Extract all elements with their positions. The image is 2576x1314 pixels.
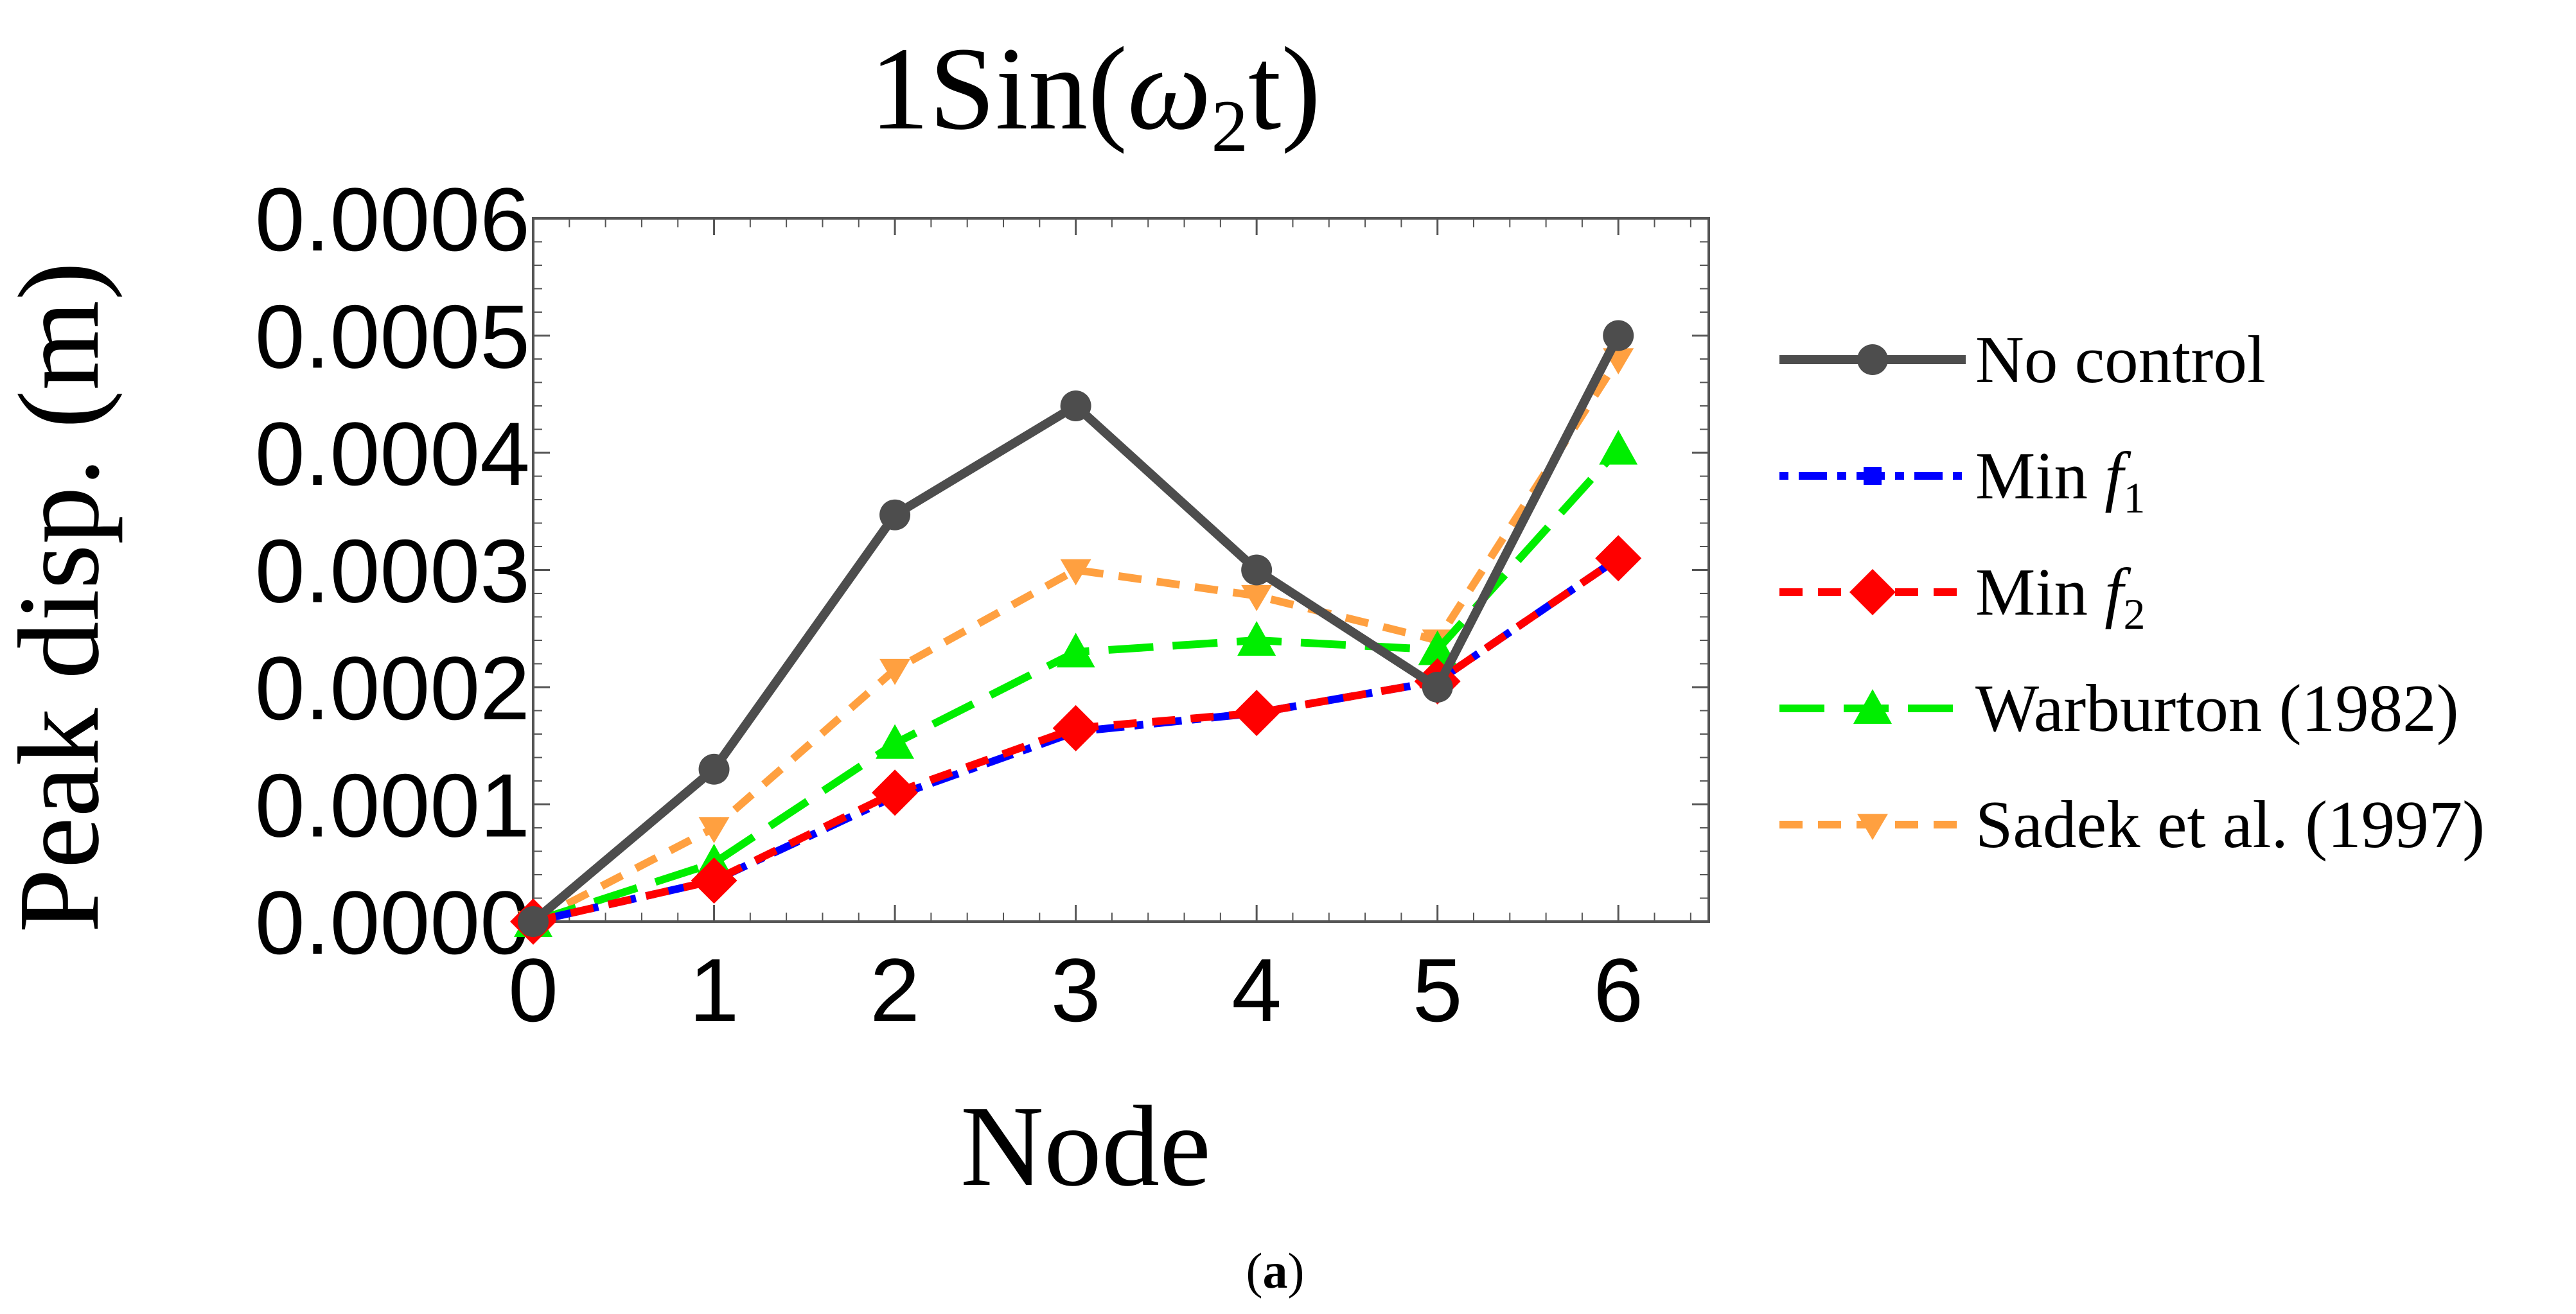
data-point bbox=[1599, 430, 1638, 465]
series-layer bbox=[510, 320, 1642, 945]
x-tick-label: 6 bbox=[1593, 940, 1643, 1040]
data-point bbox=[1418, 630, 1457, 665]
data-point bbox=[1060, 390, 1091, 421]
y-tick-label: 0.0005 bbox=[255, 286, 530, 387]
legend-label-text: Min bbox=[1975, 438, 2104, 513]
legend-entry: Min f1 bbox=[1779, 438, 2145, 522]
title-omega: ω bbox=[1127, 23, 1212, 155]
data-point bbox=[698, 753, 730, 785]
legend-label-text: Min bbox=[1975, 554, 2104, 629]
data-point bbox=[1056, 633, 1095, 668]
data-point bbox=[1241, 554, 1273, 586]
series-warburton-1982- bbox=[514, 430, 1638, 937]
legend-marker bbox=[1849, 569, 1896, 615]
data-point bbox=[879, 499, 911, 530]
legend-entry: Warburton (1982) bbox=[1779, 670, 2459, 746]
legend-label-sub: 1 bbox=[2123, 473, 2145, 522]
data-point bbox=[1422, 672, 1453, 703]
legend-entry: Sadek et al. (1997) bbox=[1779, 787, 2485, 862]
x-tick-label: 0 bbox=[508, 940, 558, 1040]
y-tick-label: 0.0002 bbox=[255, 638, 530, 739]
x-tick-labels: 0 1 2 3 4 5 6 bbox=[508, 940, 1643, 1040]
plot-frame bbox=[532, 217, 1710, 923]
y-tick-label: 0.0006 bbox=[255, 169, 530, 270]
y-tick-label: 0.0003 bbox=[255, 521, 530, 622]
data-point bbox=[876, 724, 915, 759]
data-point bbox=[1241, 584, 1273, 611]
title-end: t) bbox=[1248, 23, 1321, 155]
legend-label-text: No control bbox=[1975, 322, 2266, 397]
data-point bbox=[1595, 535, 1642, 582]
legend-label: Sadek et al. (1997) bbox=[1975, 787, 2485, 862]
legend-label: No control bbox=[1975, 322, 2266, 397]
data-point bbox=[1052, 705, 1099, 751]
title-base: 1Sin( bbox=[870, 23, 1127, 155]
data-point bbox=[691, 857, 737, 904]
legend-marker bbox=[1864, 467, 1882, 485]
legend-label: Min f2 bbox=[1975, 554, 2145, 638]
data-point bbox=[698, 817, 730, 843]
x-axis-label: Node bbox=[960, 1082, 1211, 1210]
data-point bbox=[1603, 320, 1634, 351]
legend-label-text: Warburton (1982) bbox=[1975, 670, 2459, 746]
data-point bbox=[1237, 621, 1276, 656]
axis-ticks bbox=[532, 217, 1709, 923]
data-point bbox=[1233, 690, 1280, 737]
legend-label-sub: 2 bbox=[2123, 590, 2145, 638]
data-point bbox=[518, 906, 549, 937]
x-tick-label: 4 bbox=[1231, 940, 1282, 1040]
legend-label: Min f1 bbox=[1975, 438, 2145, 522]
y-tick-label: 0.0004 bbox=[255, 403, 530, 504]
y-axis-label: Peak disp. (m) bbox=[0, 262, 123, 933]
series-no-control bbox=[518, 320, 1634, 937]
legend-label: Warburton (1982) bbox=[1975, 670, 2459, 746]
x-tick-label: 2 bbox=[870, 940, 920, 1040]
data-point bbox=[879, 658, 911, 685]
legend-marker bbox=[1857, 344, 1888, 375]
x-tick-label: 3 bbox=[1051, 940, 1101, 1040]
chart-title: 1Sin(ω2t) bbox=[870, 23, 1321, 167]
x-tick-label: 5 bbox=[1413, 940, 1463, 1040]
legend-label-text: Sadek et al. (1997) bbox=[1975, 787, 2485, 862]
legend-marker bbox=[1857, 814, 1888, 840]
caption-open: ( bbox=[1246, 1243, 1263, 1299]
data-point bbox=[1060, 559, 1091, 586]
y-tick-label: 0.0001 bbox=[255, 755, 530, 856]
caption-letter: a bbox=[1263, 1243, 1288, 1299]
legend-entry: No control bbox=[1779, 322, 2266, 397]
legend-marker bbox=[1853, 689, 1892, 724]
title-subscript: 2 bbox=[1212, 85, 1249, 167]
y-tick-label: 0.0000 bbox=[255, 872, 530, 973]
x-tick-label: 1 bbox=[689, 940, 739, 1040]
legend: No control Min f1 Min f2 Warburton (1982) Sa… bbox=[1779, 322, 2485, 862]
legend-entry: Min f2 bbox=[1779, 554, 2145, 638]
y-tick-labels: 0.0000 0.0001 0.0002 0.0003 0.0004 0.0005 0.00… bbox=[255, 169, 530, 973]
figure-caption: (a) bbox=[1246, 1243, 1305, 1299]
series-min-f2 bbox=[510, 535, 1642, 945]
data-point bbox=[872, 769, 919, 816]
caption-close: ) bbox=[1288, 1243, 1305, 1299]
